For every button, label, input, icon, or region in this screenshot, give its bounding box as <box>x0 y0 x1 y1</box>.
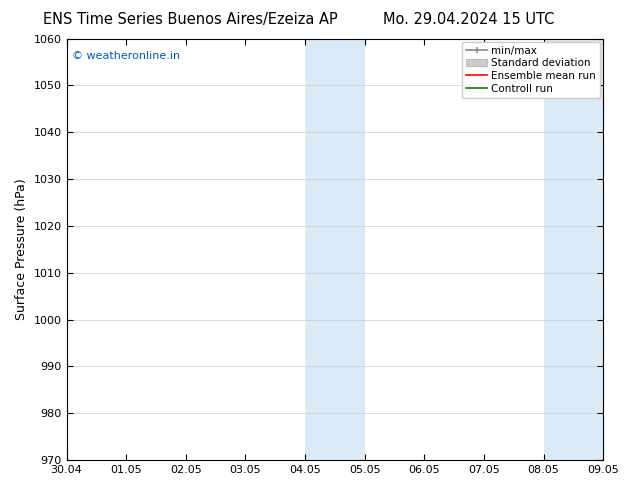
Legend: min/max, Standard deviation, Ensemble mean run, Controll run: min/max, Standard deviation, Ensemble me… <box>462 42 600 98</box>
Text: © weatheronline.in: © weatheronline.in <box>72 51 180 61</box>
Bar <box>543 39 603 460</box>
Text: ENS Time Series Buenos Aires/Ezeiza AP: ENS Time Series Buenos Aires/Ezeiza AP <box>43 12 337 27</box>
Bar <box>305 39 365 460</box>
Text: Mo. 29.04.2024 15 UTC: Mo. 29.04.2024 15 UTC <box>384 12 555 27</box>
Y-axis label: Surface Pressure (hPa): Surface Pressure (hPa) <box>15 178 28 320</box>
